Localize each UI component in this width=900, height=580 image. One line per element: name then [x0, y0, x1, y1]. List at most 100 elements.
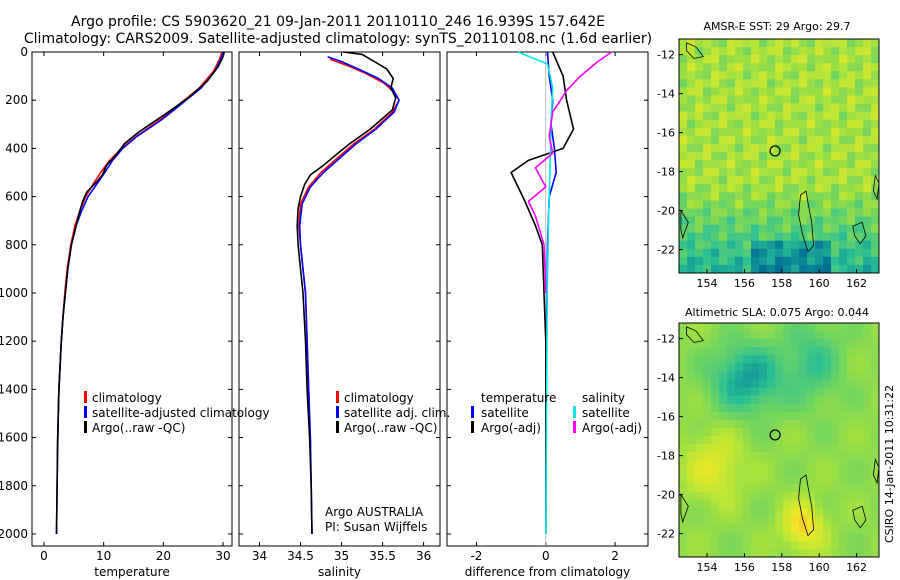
map-cell [783, 55, 792, 64]
map-cell [751, 127, 760, 137]
map-cell [695, 208, 704, 217]
map-cell [791, 548, 800, 558]
map-cell [703, 532, 712, 542]
map-cell [871, 492, 880, 501]
map-cell [839, 452, 848, 461]
map-cell [751, 184, 760, 193]
map-cell [743, 452, 752, 461]
map-y-tick-label: -16 [657, 411, 675, 424]
map-cell [743, 323, 752, 332]
map-cell [783, 135, 792, 145]
map-cell [743, 184, 752, 193]
map-cell [767, 444, 776, 453]
map-cell [727, 248, 736, 258]
map-cell [719, 339, 728, 348]
map-cell [855, 363, 864, 372]
map-cell [823, 484, 832, 493]
map-cell [775, 371, 784, 380]
map-cell [855, 39, 864, 48]
map-cell [679, 411, 688, 421]
map-cell [743, 224, 752, 233]
map-cell [831, 119, 840, 129]
map-cell [799, 224, 808, 233]
map-cell [727, 55, 736, 64]
map-cell [759, 184, 768, 193]
map-cell [743, 339, 752, 348]
map-cell [695, 119, 704, 129]
map-cell [751, 248, 760, 258]
map-cell [679, 143, 688, 153]
map-cell [783, 516, 792, 526]
map-cell [759, 39, 768, 48]
map-cell [679, 55, 688, 64]
map-cell [767, 111, 776, 120]
map-cell [703, 508, 712, 517]
map-cell [863, 363, 872, 372]
map-cell [799, 63, 808, 72]
map-cell [799, 452, 808, 461]
map-cell [727, 208, 736, 217]
map-cell [703, 224, 712, 233]
map-cell [807, 256, 816, 266]
map-cell [711, 111, 720, 120]
map-cell [727, 468, 736, 477]
map-cell [807, 540, 816, 550]
map-cell [719, 63, 728, 72]
map-cell [815, 419, 824, 429]
map-cell [847, 500, 856, 509]
map-cell [783, 484, 792, 493]
map-cell [775, 224, 784, 233]
map-cell [767, 403, 776, 413]
map-cell [807, 248, 816, 258]
map-cell [855, 264, 864, 274]
map-cell [703, 168, 712, 177]
map-cell [751, 484, 760, 493]
map-cell [743, 127, 752, 137]
map-cell [831, 435, 840, 445]
map-cell [679, 200, 688, 209]
map-cell [775, 184, 784, 193]
map-cell [823, 71, 832, 80]
map-cell [767, 135, 776, 145]
series-line-salinity-satellite [517, 51, 554, 535]
map-cell [791, 95, 800, 104]
map-cell [863, 516, 872, 526]
map-cell [839, 435, 848, 445]
map-cell [847, 492, 856, 501]
map-cell [823, 192, 832, 201]
map-cell [823, 508, 832, 517]
map-cell [743, 248, 752, 258]
map-cell [695, 103, 704, 112]
map-cell [815, 127, 824, 137]
map-cell [847, 339, 856, 348]
map-cell [751, 460, 760, 469]
map-cell [751, 476, 760, 485]
map-cell [735, 55, 744, 64]
map-cell [743, 264, 752, 274]
map-cell [839, 419, 848, 429]
map-cell [847, 184, 856, 193]
map-cell [799, 184, 808, 193]
map-cell [703, 200, 712, 209]
map-cell [719, 379, 728, 388]
map-cell [735, 151, 744, 161]
map-cell [751, 419, 760, 429]
map-cell [775, 248, 784, 258]
map-cell [791, 119, 800, 129]
map-cell [775, 192, 784, 201]
map-cell [719, 508, 728, 517]
map-cell [711, 435, 720, 445]
coastline [872, 458, 880, 485]
map-cell [855, 192, 864, 201]
legend-swatch-sal-argo [573, 421, 576, 433]
map-cell [759, 176, 768, 185]
map-cell [831, 395, 840, 404]
map-cell [711, 371, 720, 380]
map-cell [831, 184, 840, 193]
map-cell [839, 63, 848, 72]
map-cell [711, 127, 720, 137]
map-cell [871, 103, 880, 112]
map-cell [815, 484, 824, 493]
map-cell [799, 540, 808, 550]
map-cell [751, 216, 760, 225]
